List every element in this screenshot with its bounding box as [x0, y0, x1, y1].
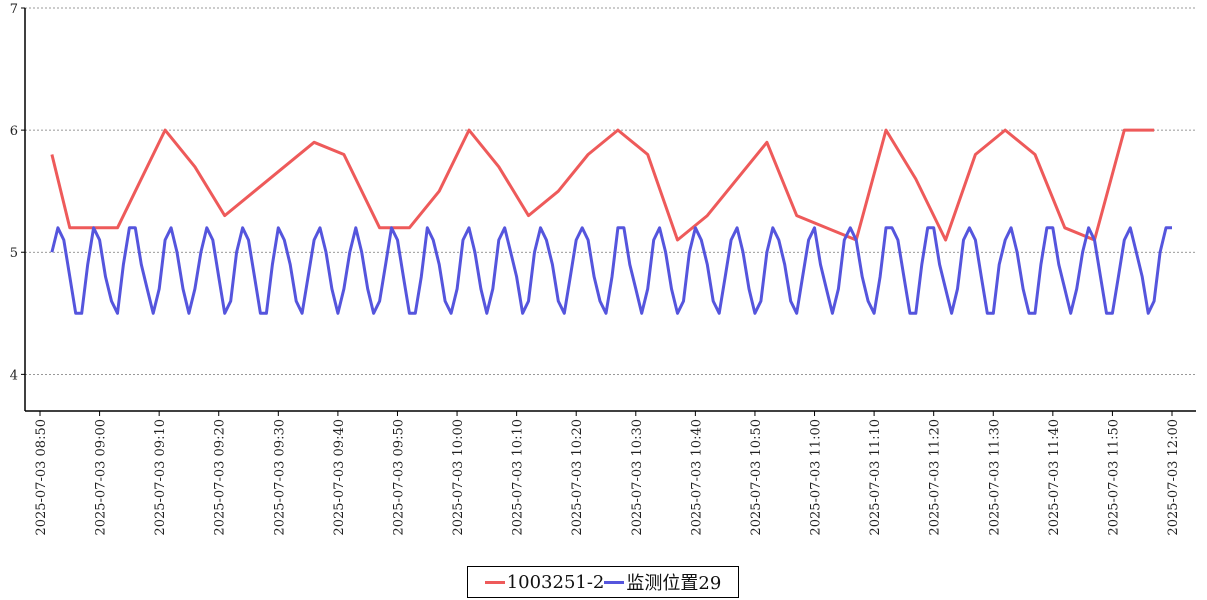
x-tick-label: 2025-07-03 10:00 — [451, 419, 466, 536]
y-tick-label: 7 — [10, 2, 18, 17]
y-tick-labels: 4 5 6 7 — [10, 2, 25, 383]
x-tick-label: 2025-07-03 09:30 — [272, 419, 287, 536]
x-tick-label: 2025-07-03 11:10 — [868, 419, 883, 536]
x-tick-label: 2025-07-03 12:00 — [1166, 419, 1181, 536]
x-tick-label: 2025-07-03 09:10 — [153, 419, 168, 536]
x-tick-label: 2025-07-03 11:00 — [809, 419, 824, 536]
series-lines — [50, 128, 1172, 315]
y-tick-label: 6 — [10, 124, 18, 139]
x-tick-label: 2025-07-03 10:30 — [630, 419, 645, 536]
legend-label-series-1: 1003251-2 — [506, 571, 605, 593]
x-tick-label: 2025-07-03 11:30 — [987, 419, 1002, 536]
y-tick-label: 5 — [10, 246, 18, 261]
axes — [24, 8, 1196, 412]
y-tick-label: 4 — [10, 368, 18, 383]
legend: 1003251-2 监测位置29 — [467, 566, 739, 598]
x-tick-label: 2025-07-03 09:00 — [94, 419, 109, 536]
x-tick-label: 2025-07-03 10:20 — [570, 419, 585, 536]
gridlines — [25, 7, 1196, 375]
x-tick-label: 2025-07-03 09:20 — [213, 419, 228, 536]
legend-item-series-1: 1003251-2 — [484, 571, 605, 593]
x-tick-label: 2025-07-03 10:10 — [511, 419, 526, 536]
legend-swatch-series-2 — [604, 580, 625, 584]
x-tick-label: 2025-07-03 11:50 — [1106, 419, 1121, 536]
x-tick-label: 2025-07-03 09:50 — [391, 419, 406, 536]
legend-item-series-2: 监测位置29 — [604, 569, 721, 595]
x-tick-label: 2025-07-03 09:40 — [332, 419, 347, 536]
x-tick-label: 2025-07-03 08:50 — [34, 419, 49, 536]
x-tick-label: 2025-07-03 10:40 — [689, 419, 704, 536]
x-tick-label: 2025-07-03 11:40 — [1047, 419, 1062, 536]
x-tick-labels: 2025-07-03 08:50 2025-07-03 09:00 2025-07-… — [34, 411, 1181, 536]
x-tick-label: 2025-07-03 10:50 — [749, 419, 764, 536]
legend-label-series-2: 监测位置29 — [626, 573, 722, 594]
legend-swatch-series-1 — [484, 580, 505, 584]
series-line-1 — [50, 128, 1155, 242]
series-line-2 — [50, 226, 1172, 315]
x-tick-label: 2025-07-03 11:20 — [928, 419, 943, 536]
